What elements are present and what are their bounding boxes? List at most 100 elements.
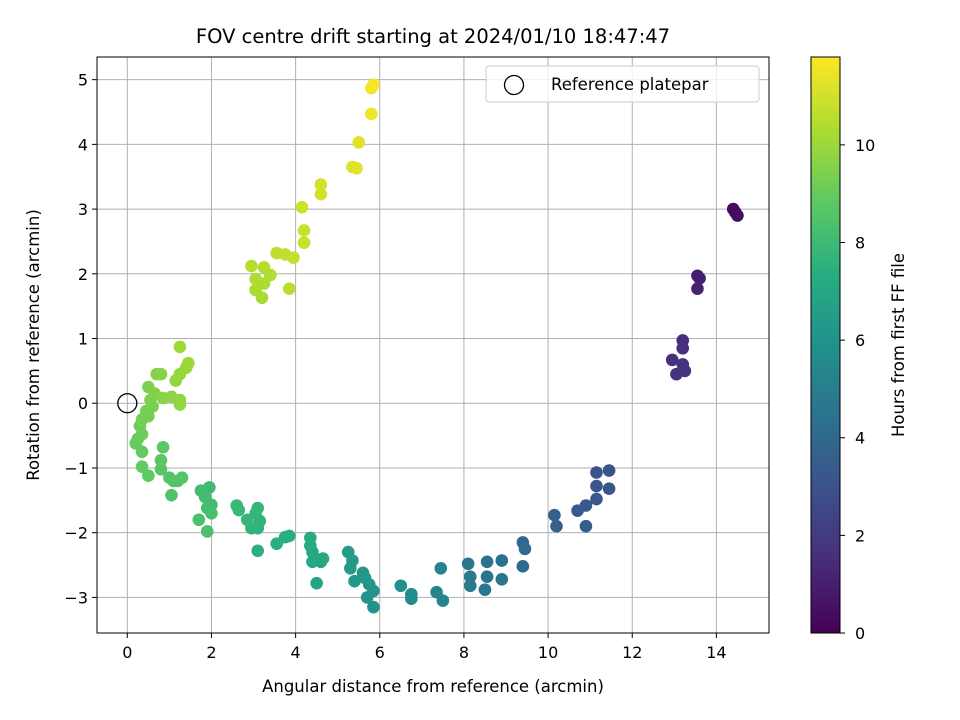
data-point xyxy=(156,440,170,454)
data-point xyxy=(154,367,168,381)
y-tick-label: 4 xyxy=(78,135,88,154)
data-point xyxy=(306,555,319,569)
data-point xyxy=(251,544,265,558)
data-point xyxy=(350,162,363,175)
x-tick-label: 0 xyxy=(122,643,132,662)
data-point xyxy=(257,261,271,274)
data-point xyxy=(295,200,309,214)
data-point xyxy=(579,519,593,533)
legend-marker xyxy=(503,74,525,96)
data-point xyxy=(367,78,380,92)
legend-box xyxy=(485,65,760,103)
data-point xyxy=(304,531,317,545)
data-point xyxy=(480,570,494,583)
data-point xyxy=(676,341,690,355)
data-point xyxy=(590,466,603,479)
data-point xyxy=(678,364,692,378)
data-point xyxy=(287,251,300,264)
x-tick-label: 14 xyxy=(706,643,726,662)
x-axis-ticks: 0 2 4 6 8 10 12 14 xyxy=(122,633,727,662)
data-point xyxy=(731,209,744,222)
data-point xyxy=(367,600,380,614)
data-point xyxy=(478,583,492,596)
y-tick-label: −1 xyxy=(64,459,88,478)
data-point xyxy=(154,453,168,467)
colorbar-gradient xyxy=(810,56,841,634)
data-point xyxy=(548,508,561,522)
data-point xyxy=(516,560,530,573)
y-tick-label: 5 xyxy=(78,71,88,90)
data-point xyxy=(297,224,311,237)
data-point xyxy=(665,353,679,367)
x-tick-label: 10 xyxy=(538,643,558,662)
y-tick-label: 0 xyxy=(78,394,88,413)
y-tick-label: −2 xyxy=(64,524,88,543)
data-point xyxy=(463,579,477,593)
data-point xyxy=(230,499,244,512)
data-points xyxy=(129,78,744,614)
colorbar-tick-label: 10 xyxy=(855,136,875,155)
reference-platepar-marker xyxy=(117,393,138,414)
y-axis-ticks: −3 −2 −1 0 1 2 3 4 5 xyxy=(64,71,97,607)
data-point xyxy=(142,469,155,483)
x-axis-label: Angular distance from reference (arcmin) xyxy=(262,677,604,696)
data-point xyxy=(314,178,328,191)
data-point xyxy=(316,552,330,565)
data-point xyxy=(691,282,704,295)
data-point xyxy=(463,570,477,583)
legend: Reference platepar xyxy=(485,65,760,103)
x-tick-label: 12 xyxy=(622,643,642,662)
data-point xyxy=(550,519,563,533)
data-point xyxy=(245,259,258,273)
data-point xyxy=(602,464,616,477)
data-point xyxy=(310,576,323,590)
data-point xyxy=(165,488,178,502)
data-point xyxy=(314,187,328,201)
data-point xyxy=(356,566,370,580)
data-point xyxy=(693,272,706,285)
colorbar-label: Hours from first FF file xyxy=(889,253,908,437)
data-point xyxy=(365,107,378,121)
data-point xyxy=(590,479,603,493)
data-point xyxy=(200,525,214,538)
colorbar: 0 2 4 6 8 10 Hours from first FF file xyxy=(810,56,908,643)
data-point xyxy=(270,537,283,550)
y-axis-label: Rotation from reference (arcmin) xyxy=(24,209,43,481)
data-point xyxy=(461,557,475,571)
data-point xyxy=(436,594,450,607)
data-point xyxy=(602,482,616,495)
y-tick-label: 2 xyxy=(78,265,88,284)
data-point xyxy=(394,579,408,593)
data-point xyxy=(434,561,448,575)
data-point xyxy=(192,513,206,527)
data-point xyxy=(283,282,296,295)
data-point xyxy=(182,356,195,370)
y-tick-label: −3 xyxy=(64,588,88,607)
x-tick-label: 6 xyxy=(375,643,385,662)
data-point xyxy=(251,501,265,515)
data-point xyxy=(173,398,187,411)
colorbar-tick-label: 8 xyxy=(855,233,865,252)
data-point xyxy=(518,542,532,556)
data-point xyxy=(205,506,218,520)
data-point xyxy=(297,236,311,250)
legend-label: Reference platepar xyxy=(551,75,709,94)
chart-title: FOV centre drift starting at 2024/01/10 … xyxy=(196,25,670,48)
data-point xyxy=(240,513,254,527)
x-tick-label: 2 xyxy=(206,643,216,662)
data-point xyxy=(348,574,361,588)
y-tick-label: 3 xyxy=(78,200,88,219)
data-point xyxy=(135,460,149,473)
data-point xyxy=(352,136,366,149)
data-point xyxy=(480,555,494,569)
data-point xyxy=(571,504,584,517)
x-tick-label: 4 xyxy=(291,643,301,662)
data-point xyxy=(154,462,168,476)
data-point xyxy=(249,272,262,286)
data-point xyxy=(590,492,603,506)
colorbar-ticks: 0 2 4 6 8 10 xyxy=(840,136,875,643)
data-point xyxy=(194,484,208,497)
colorbar-tick-label: 2 xyxy=(855,526,865,545)
colorbar-tick-label: 0 xyxy=(855,624,865,643)
